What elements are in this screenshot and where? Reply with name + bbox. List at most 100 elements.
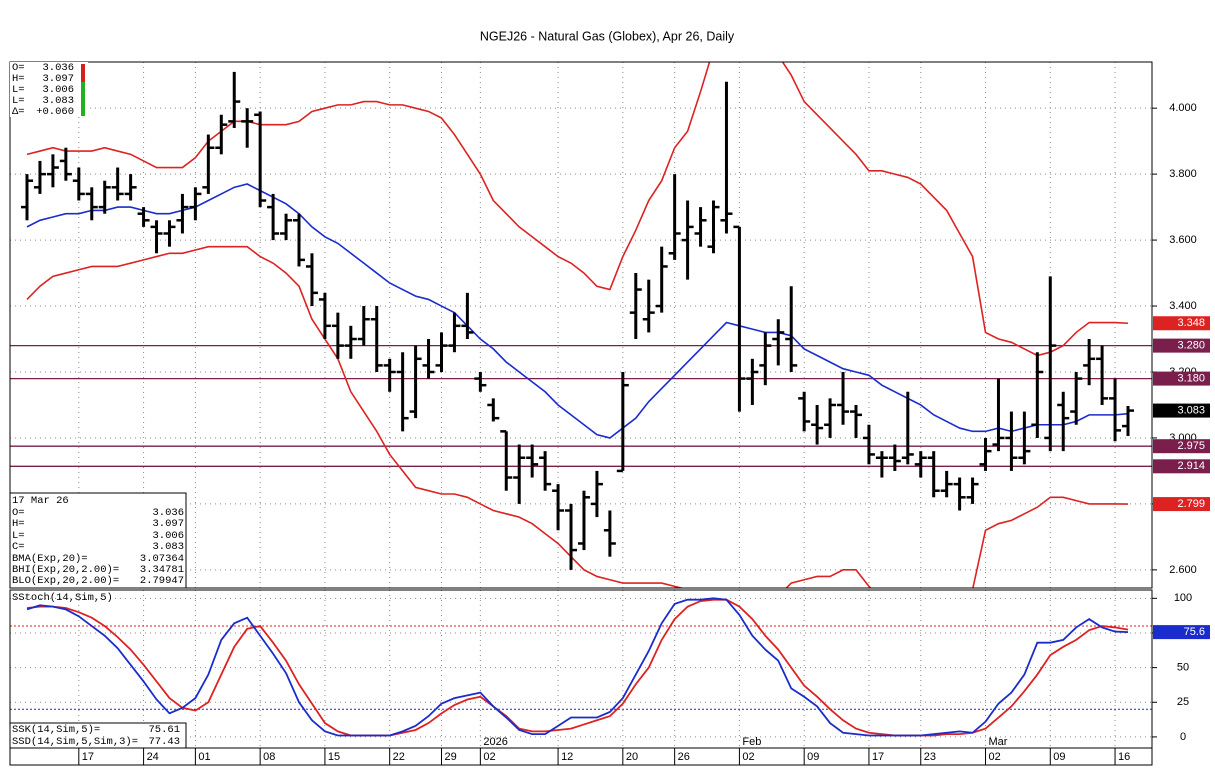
x-tick-label: 24: [147, 751, 159, 763]
x-tick-label: 22: [393, 751, 405, 763]
level-label: 2.914: [1177, 460, 1205, 472]
x-tick-label: 29: [444, 751, 456, 763]
y-tick-label: 0: [1180, 731, 1186, 743]
legend-value: 75.61: [148, 724, 180, 736]
x-tick-label: 23: [924, 751, 936, 763]
quote-label: H=: [12, 73, 25, 85]
period-label: Feb: [742, 736, 761, 748]
info-value: 3.036: [152, 507, 184, 519]
quote-label: L=: [12, 95, 25, 107]
right-labels: 3.280 3.180 2.975 2.914 3.348 2.799 3.083 75.6: [1153, 316, 1210, 640]
chart-title: NGEJ26 - Natural Gas (Globex), Apr 26, D…: [480, 29, 735, 43]
legend-value: 77.43: [148, 736, 180, 748]
x-tick-label: 15: [328, 751, 340, 763]
period-label: 2026: [483, 736, 507, 748]
info-box-bg: [9, 492, 187, 589]
change-value: +0.060: [36, 106, 74, 118]
x-tick-label: 17: [872, 751, 884, 763]
legend-value: 2.79947: [140, 575, 184, 587]
date-axis-frame: [9, 747, 1153, 766]
quote-bar-green: [81, 82, 85, 116]
quote-value: 3.097: [42, 73, 74, 85]
x-tick-label: 02: [483, 751, 495, 763]
band-line: [26, 183, 1129, 439]
stoch-grid: [10, 590, 1152, 748]
info-value: 3.006: [152, 530, 184, 542]
band-last-label-box: [1153, 316, 1210, 331]
x-tick-label: 01: [198, 751, 210, 763]
stoch-last-label: 75.6: [1184, 626, 1205, 638]
x-tick-label: 09: [1053, 751, 1065, 763]
stoch-info-bg: [9, 722, 187, 749]
band-line: [26, 62, 1129, 357]
price-plot: [10, 62, 1152, 588]
info-box: 17 Mar 26 O= 3.036 H= 3.097 L= 3.006 C= …: [9, 492, 187, 589]
level-label: 3.280: [1177, 340, 1205, 352]
stoch-info-box: SSK(14,Sim,5)= 75.61 SSD(14,Sim,5,Sim,3)…: [9, 722, 187, 749]
close-label-box: [1153, 403, 1210, 418]
level-label: 2.975: [1177, 440, 1205, 452]
legend-value: 3.34781: [140, 564, 184, 576]
info-value: 3.083: [152, 541, 184, 553]
y-tick-label: 3.600: [1169, 234, 1197, 246]
stoch-line: [26, 598, 1129, 737]
x-tick-label: 09: [807, 751, 819, 763]
x-tick-label: 17: [82, 751, 94, 763]
level-label-box: [1153, 459, 1210, 474]
legend-label: SSK(14,Sim,5)=: [12, 724, 100, 736]
quote-value: 3.036: [42, 62, 74, 74]
x-tick-label: 02: [742, 751, 754, 763]
info-label: O=: [12, 507, 25, 519]
legend-value: 3.07364: [140, 553, 184, 565]
stoch-last-label-box: [1153, 625, 1210, 640]
stoch-title: SStoch(14,Sim,5): [12, 592, 113, 604]
quote-label: L=: [12, 84, 25, 96]
info-date: 17 Mar 26: [12, 495, 69, 507]
quote-box-bg: [10, 62, 88, 117]
quote-value: 3.083: [42, 95, 74, 107]
band-last-label-box: [1153, 497, 1210, 512]
y-tick-label: 2.600: [1169, 564, 1197, 576]
info-label: H=: [12, 518, 25, 530]
quote-label: O=: [12, 62, 25, 74]
band-last-label: 2.799: [1177, 498, 1205, 510]
y-tick-label: 3.400: [1169, 300, 1197, 312]
quote-label: Δ=: [12, 106, 25, 118]
info-value: 3.097: [152, 518, 184, 530]
close-label: 3.083: [1177, 404, 1205, 416]
level-label-box: [1153, 338, 1210, 353]
legend-label: SSD(14,Sim,5,Sim,3)=: [12, 736, 138, 748]
legend-label: BMA(Exp,20)=: [12, 553, 88, 565]
y-tick-label: 3.800: [1169, 168, 1197, 180]
x-tick-label: 02: [989, 751, 1001, 763]
level-label-box: [1153, 371, 1210, 386]
info-label: L=: [12, 530, 25, 542]
y-tick-label: 4.000: [1169, 102, 1197, 114]
x-tick-label: 16: [1118, 751, 1130, 763]
x-tick-label: 20: [626, 751, 638, 763]
stoch-line: [26, 597, 1129, 737]
period-label: Mar: [989, 736, 1008, 748]
quote-bar-red: [81, 64, 85, 82]
price-frame: [9, 61, 1153, 589]
legend-label: BLO(Exp,20,2.00)=: [12, 575, 119, 587]
level-label: 3.180: [1177, 372, 1205, 384]
quote-value: 3.006: [42, 84, 74, 96]
x-tick-label: 08: [263, 751, 275, 763]
stoch-plot: [10, 597, 1152, 737]
band-line: [26, 245, 1129, 588]
quote-box: O= 3.036 H= 3.097 L= 3.006 L= 3.083 Δ= +…: [10, 62, 88, 118]
level-label-box: [1153, 439, 1210, 454]
band-last-label: 3.348: [1177, 317, 1205, 329]
legend-label: BHI(Exp,20,2.00)=: [12, 564, 119, 576]
y-tick-label: 25: [1177, 696, 1189, 708]
price-grid: [10, 62, 1152, 588]
info-label: C=: [12, 541, 25, 553]
y-tick-label: 50: [1177, 662, 1189, 674]
y-tick-label: 100: [1174, 592, 1192, 604]
x-tick-label: 26: [678, 751, 690, 763]
x-tick-label: 12: [561, 751, 573, 763]
